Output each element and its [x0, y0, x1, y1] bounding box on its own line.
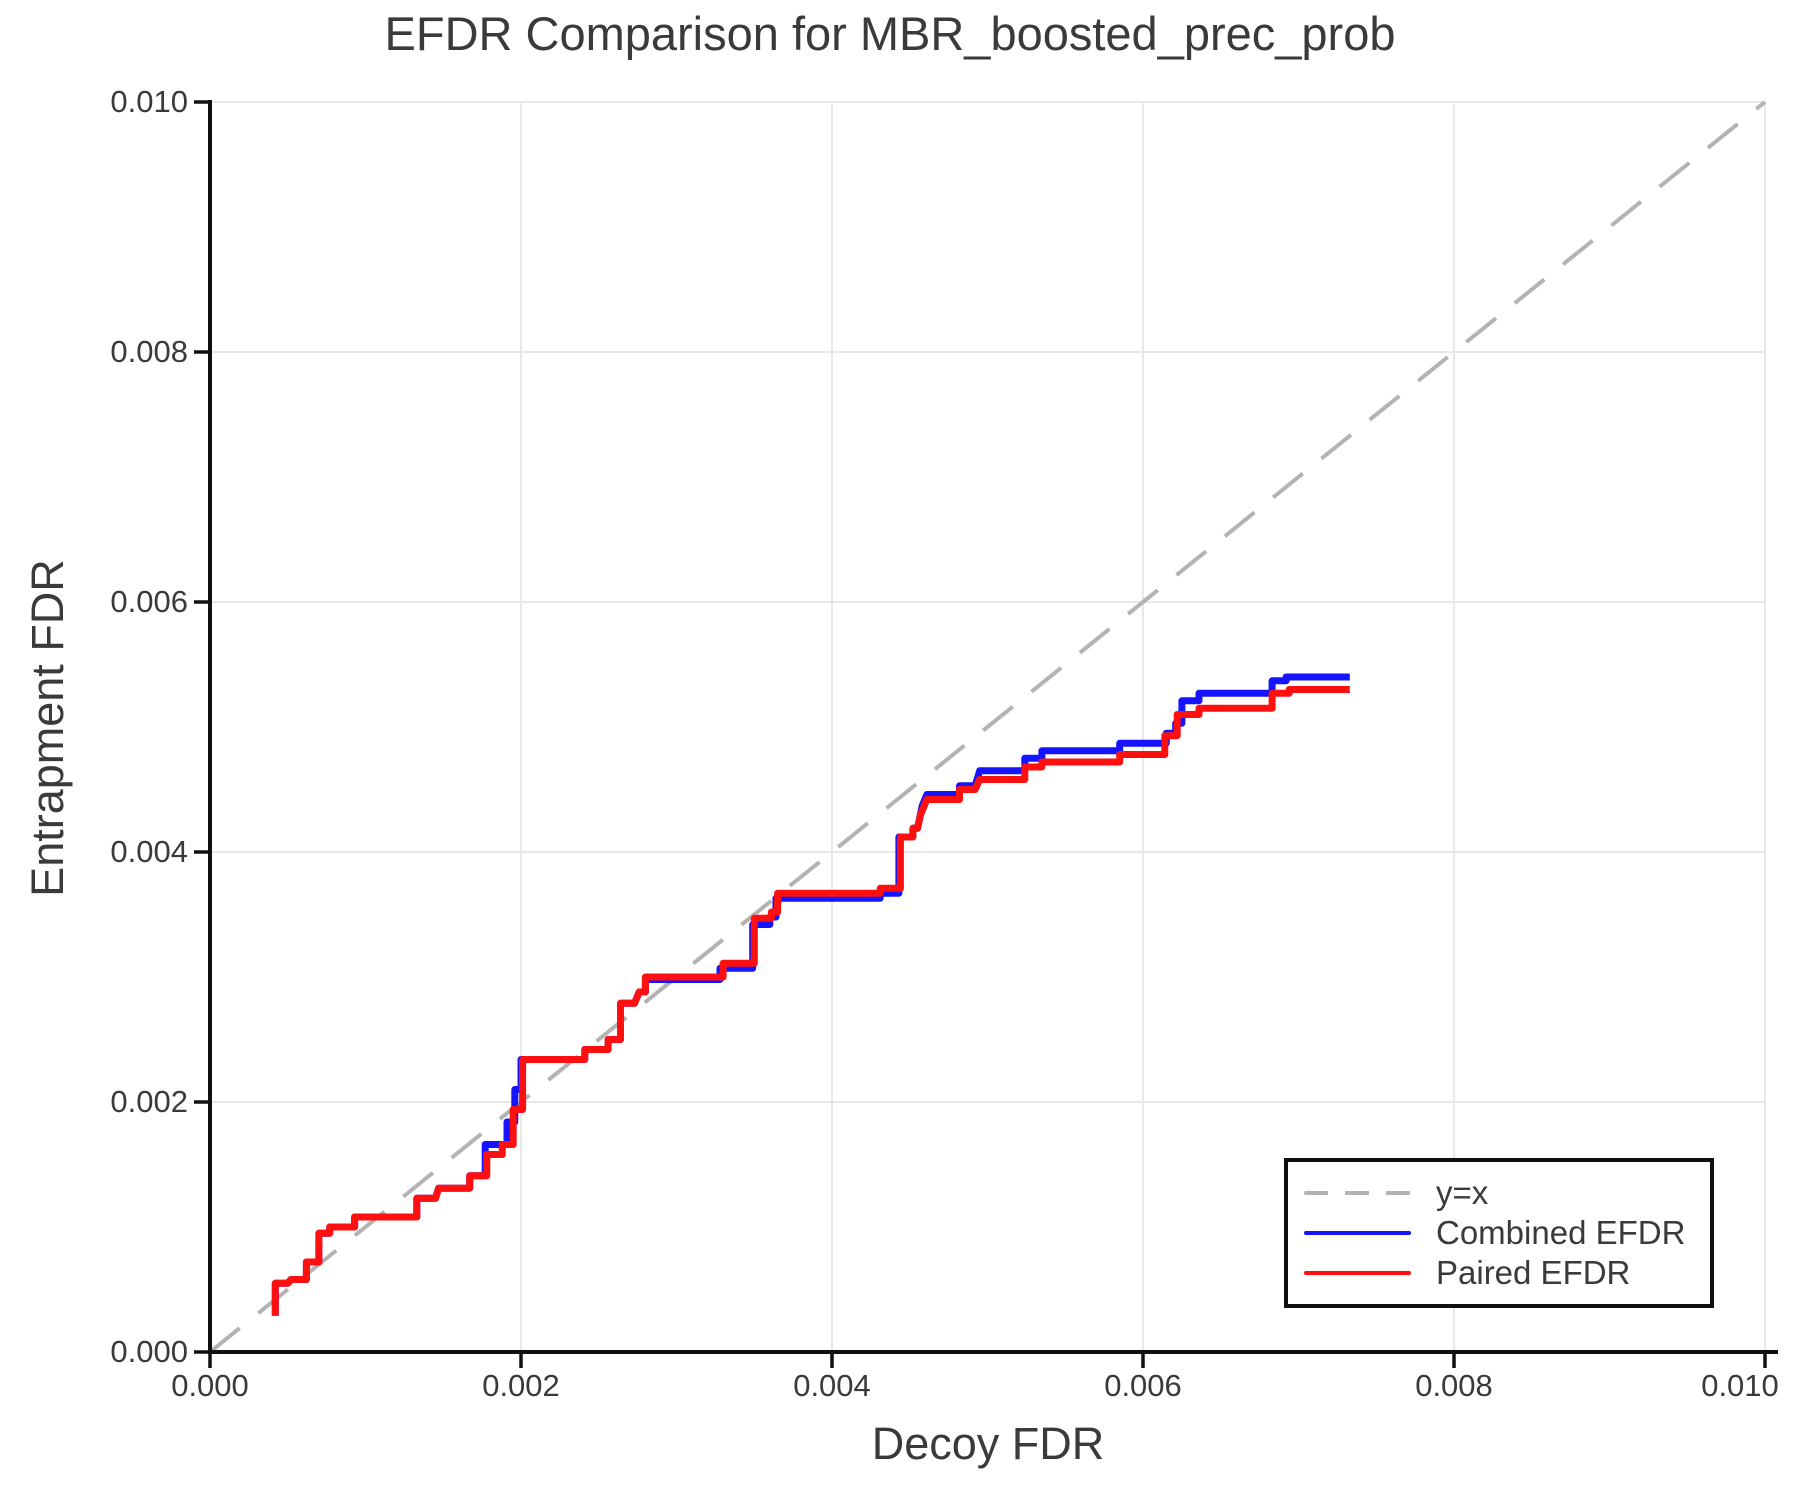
y-axis-label: Entrapment FDR — [22, 559, 73, 897]
y-tick-2: 0.004 — [110, 834, 188, 869]
y-tick-4: 0.008 — [110, 334, 188, 369]
legend-row-yx: y=x — [1304, 1174, 1710, 1211]
y-tick-0: 0.000 — [110, 1334, 188, 1369]
y-tick-5: 0.010 — [110, 84, 188, 119]
legend-label-yx: y=x — [1436, 1174, 1489, 1211]
x-tick-4: 0.008 — [1415, 1368, 1493, 1403]
paired-efdr-line — [271, 686, 1350, 1316]
chart-title: EFDR Comparison for MBR_boosted_prec_pro… — [384, 7, 1396, 60]
x-tick-2: 0.004 — [793, 1368, 871, 1403]
combined-line-sample — [1304, 1231, 1411, 1235]
legend-label-combined: Combined EFDR — [1436, 1214, 1686, 1251]
yx-line-sample — [1304, 1191, 1411, 1195]
x-axis-label: Decoy FDR — [871, 1418, 1105, 1469]
paired-line-sample — [1304, 1271, 1411, 1275]
y-tick-3: 0.006 — [110, 584, 188, 619]
y-tick-1: 0.002 — [110, 1084, 188, 1119]
legend-row-combined: Combined EFDR — [1304, 1214, 1710, 1251]
x-tick-0: 0.000 — [171, 1368, 249, 1403]
x-tick-5: 0.010 — [1701, 1368, 1779, 1403]
combined-efdr-line — [271, 673, 1350, 1316]
y-axis-label-wrap: Entrapment FDR — [22, 528, 73, 928]
y-equals-x-line — [208, 100, 1767, 1354]
legend: y=x Combined EFDR Paired EFDR — [1284, 1158, 1714, 1308]
legend-label-paired: Paired EFDR — [1436, 1254, 1631, 1291]
x-tick-1: 0.002 — [482, 1368, 560, 1403]
legend-row-paired: Paired EFDR — [1304, 1254, 1710, 1291]
x-tick-3: 0.006 — [1104, 1368, 1182, 1403]
